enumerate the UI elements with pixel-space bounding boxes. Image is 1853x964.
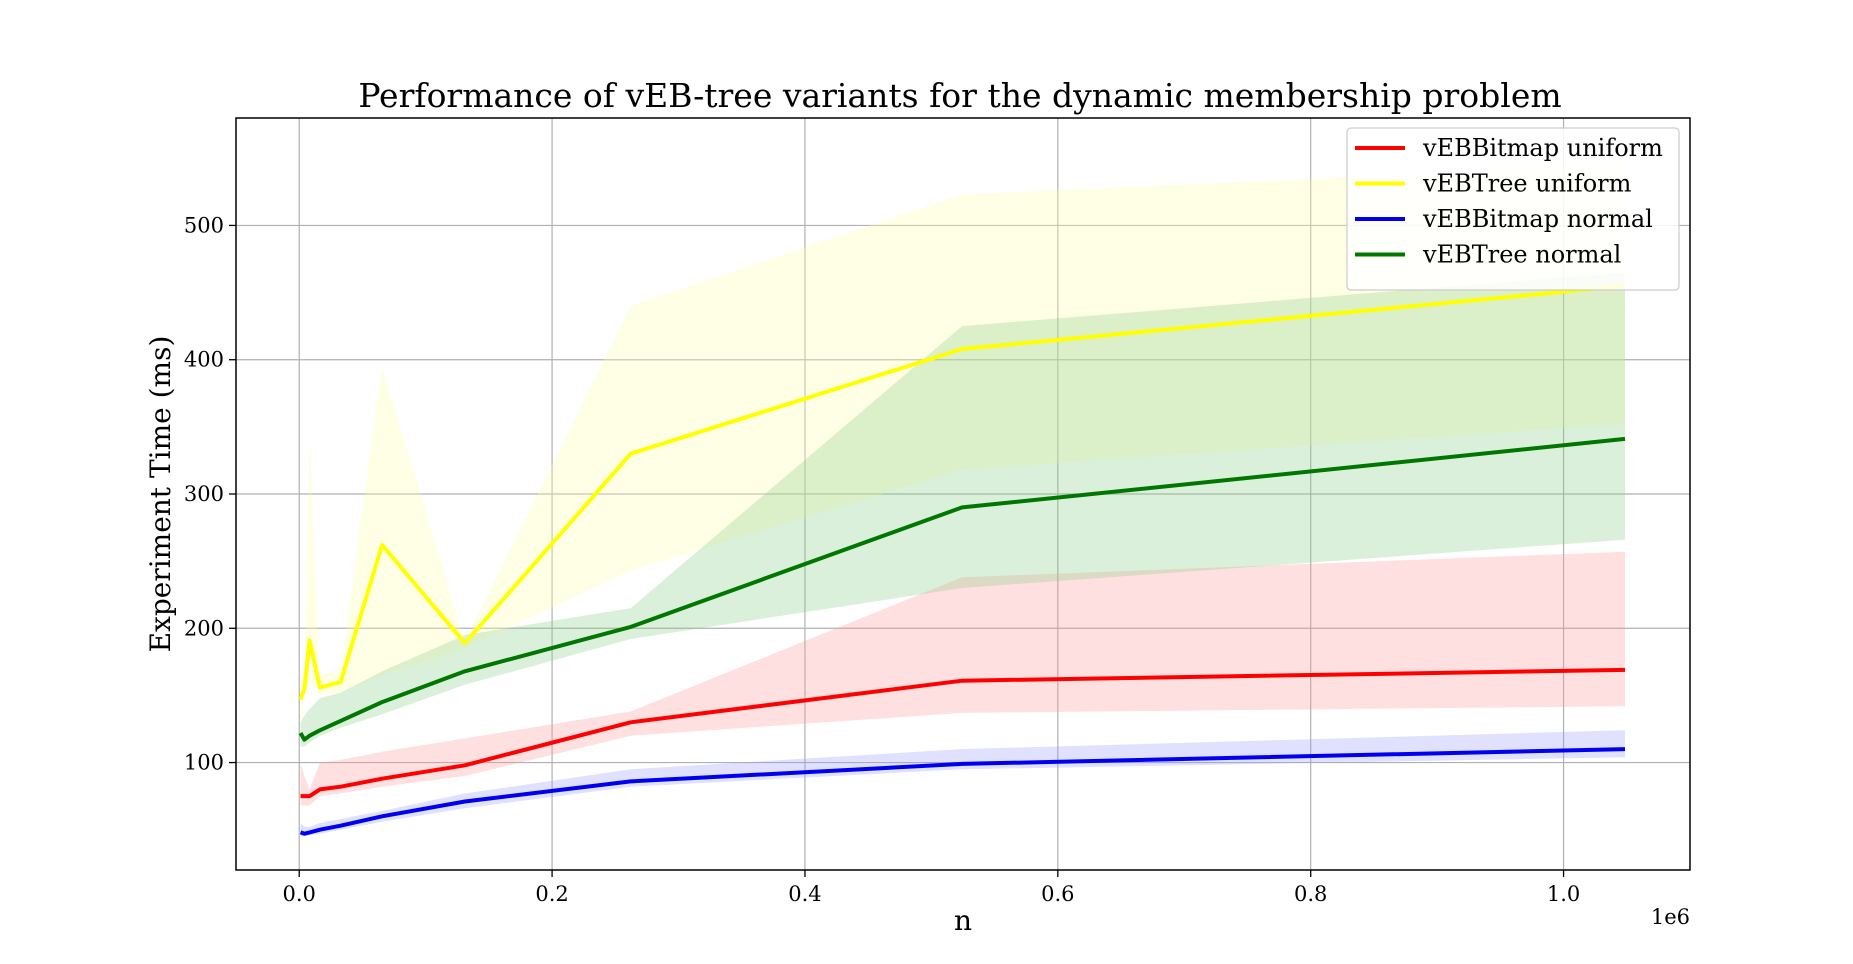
legend-box (1346, 127, 1680, 291)
x-axis-label: n (954, 904, 972, 937)
vebtree-uniform-line (298, 283, 1626, 701)
legend-label: vEBBitmap normal (1422, 205, 1653, 233)
legend: vEBBitmap uniform vEBTree uniform vEBBitma… (1346, 127, 1680, 291)
y-tick-label: 500 (184, 213, 224, 237)
vebbitmap-uniform-line (300, 667, 1626, 799)
x-tick-label: 0.8 (1294, 882, 1327, 906)
vebtree-normal-line (298, 436, 1626, 742)
x-tick-label: 0.2 (535, 882, 568, 906)
y-tick-label: 400 (184, 348, 224, 372)
vebtree-uniform-band (300, 165, 1625, 723)
legend-label: vEBBitmap uniform (1422, 134, 1663, 162)
vebbitmap-uniform-band (300, 551, 1625, 806)
chart-title: Performance of vEB-tree variants for the… (358, 76, 1561, 115)
x-tick-label: 0.4 (788, 882, 821, 906)
tick-layer: 0.0 0.2 0.4 0.6 0.8 1.0 100 200 300 400 500 (184, 213, 1580, 906)
x-tick-label: 0.6 (1041, 882, 1074, 906)
series-lines (298, 283, 1626, 836)
x-tick-label: 0.0 (283, 882, 316, 906)
y-tick-label: 300 (184, 482, 224, 506)
y-axis-label: Experiment Time (ms) (144, 336, 177, 653)
y-tick-label: 100 (184, 751, 224, 775)
x-tick-label: 1.0 (1547, 882, 1580, 906)
x-axis-offset-label: 1e6 (1651, 905, 1690, 929)
y-tick-label: 200 (184, 616, 224, 640)
legend-label: vEBTree normal (1422, 241, 1621, 269)
vebbitmap-normal-line (299, 747, 1626, 836)
legend-label: vEBTree uniform (1422, 170, 1632, 198)
